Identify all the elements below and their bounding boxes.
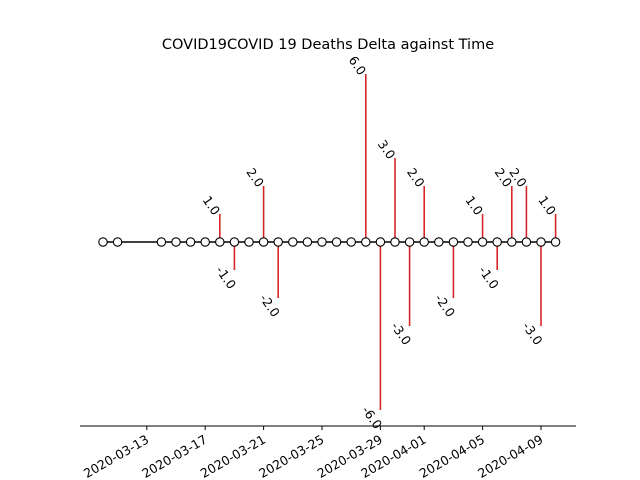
x-tick-label-1: 2020-03-17 bbox=[139, 432, 209, 480]
stem-marker-20 bbox=[419, 237, 429, 247]
stem-marker-3 bbox=[171, 237, 181, 247]
stem-marker-14 bbox=[331, 237, 342, 247]
stem-marker-16 bbox=[361, 237, 371, 247]
stem-marker-21 bbox=[434, 237, 444, 247]
x-tick-label-2: 2020-03-21 bbox=[198, 432, 268, 480]
stem-marker-15 bbox=[346, 237, 356, 247]
value-label-28: -3.0 bbox=[520, 319, 546, 348]
stem-marker-13 bbox=[317, 237, 327, 247]
value-label-7: -1.0 bbox=[213, 263, 239, 292]
stem-marker-0 bbox=[98, 237, 108, 247]
stem-marker-4 bbox=[185, 237, 196, 247]
stem-marker-18 bbox=[390, 237, 400, 247]
stem-marker-9 bbox=[258, 237, 269, 247]
chart-title: COVID19COVID 19 Deaths Delta against Tim… bbox=[162, 37, 494, 53]
x-tick-label-0: 2020-03-13 bbox=[81, 432, 151, 480]
stem-marker-11 bbox=[288, 237, 298, 247]
stem-marker-23 bbox=[463, 237, 473, 247]
value-label-22: -2.0 bbox=[432, 291, 458, 320]
x-tick-label-6: 2020-04-05 bbox=[417, 432, 487, 480]
value-label-19: -3.0 bbox=[388, 319, 414, 348]
stem-marker-1 bbox=[112, 237, 123, 247]
x-tick-label-7: 2020-04-09 bbox=[475, 432, 545, 480]
stem-marker-17 bbox=[375, 237, 386, 247]
stem-marker-5 bbox=[200, 237, 210, 247]
stem-marker-22 bbox=[448, 237, 459, 247]
value-label-17: -6.0 bbox=[359, 403, 385, 432]
stem-marker-10 bbox=[273, 237, 283, 247]
plot-area: 1.0-1.02.0-2.06.0-6.03.0-3.02.0-2.01.0-1… bbox=[80, 53, 576, 480]
stem-marker-26 bbox=[507, 237, 517, 247]
stem-marker-25 bbox=[492, 237, 502, 247]
stem-marker-6 bbox=[215, 237, 225, 247]
stem-marker-29 bbox=[550, 237, 561, 247]
stem-marker-7 bbox=[229, 237, 240, 247]
value-label-25: -1.0 bbox=[476, 263, 502, 292]
stem-marker-27 bbox=[521, 237, 532, 247]
stem-marker-8 bbox=[244, 237, 254, 247]
stem-marker-19 bbox=[404, 237, 415, 247]
x-tick-label-3: 2020-03-25 bbox=[256, 432, 326, 480]
stem-marker-28 bbox=[536, 237, 546, 247]
value-label-10: -2.0 bbox=[257, 291, 283, 320]
stem-marker-24 bbox=[477, 237, 488, 247]
stem-marker-2 bbox=[156, 237, 167, 247]
stem-marker-12 bbox=[302, 237, 313, 247]
